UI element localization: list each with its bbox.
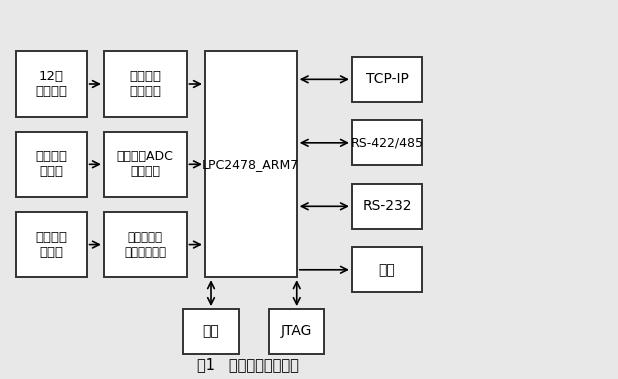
Bar xyxy=(352,247,422,292)
Bar xyxy=(269,309,324,354)
Text: 电池充放电
电流测量电路: 电池充放电 电流测量电路 xyxy=(124,230,166,258)
Bar xyxy=(184,309,239,354)
Text: 12节
锂电池组: 12节 锂电池组 xyxy=(35,70,67,98)
Bar xyxy=(16,51,87,117)
Text: 电池温度ADC
测量电路: 电池温度ADC 测量电路 xyxy=(117,150,174,178)
Text: LPC2478_ARM7: LPC2478_ARM7 xyxy=(202,158,300,171)
Text: 温度测量
传感器: 温度测量 传感器 xyxy=(35,150,67,178)
Text: 晶体: 晶体 xyxy=(379,263,396,277)
Bar xyxy=(352,121,422,165)
Text: RS-422/485: RS-422/485 xyxy=(350,136,423,149)
Bar xyxy=(16,132,87,197)
Bar xyxy=(352,184,422,229)
Bar xyxy=(205,51,297,277)
Text: RS-232: RS-232 xyxy=(362,199,412,213)
Text: JTAG: JTAG xyxy=(281,324,313,338)
Bar xyxy=(104,132,187,197)
Bar xyxy=(104,51,187,117)
Bar xyxy=(16,212,87,277)
Text: 霍尔电流
传感器: 霍尔电流 传感器 xyxy=(35,230,67,258)
Text: 电源: 电源 xyxy=(203,324,219,338)
Text: TCP-IP: TCP-IP xyxy=(366,72,408,86)
Text: 图1   系统硬件结构框图: 图1 系统硬件结构框图 xyxy=(197,357,298,373)
Text: 电池电压
测量电路: 电池电压 测量电路 xyxy=(129,70,161,98)
Bar xyxy=(352,57,422,102)
Bar xyxy=(104,212,187,277)
